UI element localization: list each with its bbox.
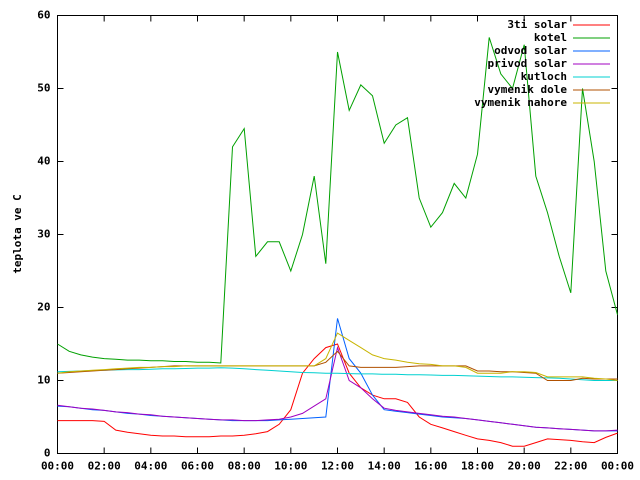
x-tick-label: 20:00 (508, 460, 541, 473)
y-tick-label: 20 (37, 301, 50, 314)
x-tick-label: 00:00 (601, 460, 634, 473)
legend-label: vymenik dole (488, 83, 568, 96)
x-tick-label: 00:00 (41, 460, 74, 473)
legend-label: kotel (534, 31, 567, 44)
x-tick-label: 18:00 (461, 460, 494, 473)
y-tick-label: 60 (37, 9, 50, 22)
y-tick-label: 30 (37, 228, 50, 241)
legend-label: kutloch (521, 70, 567, 83)
x-tick-label: 22:00 (554, 460, 587, 473)
y-tick-label: 50 (37, 82, 50, 95)
x-tick-label: 10:00 (274, 460, 307, 473)
series-line (57, 332, 618, 381)
legend-label: 3ti solar (507, 18, 567, 31)
legend-label: odvod solar (494, 44, 567, 57)
x-tick-label: 04:00 (134, 460, 167, 473)
legend-label: privod solar (488, 57, 568, 70)
series-line (57, 345, 618, 432)
x-tick-label: 06:00 (181, 460, 214, 473)
y-tick-label: 40 (37, 155, 50, 168)
x-tick-label: 08:00 (228, 460, 261, 473)
y-axis-label: teplota ve C (11, 194, 24, 273)
y-tick-label: 0 (44, 447, 51, 460)
series-line (57, 350, 618, 381)
series-line (57, 343, 618, 447)
x-tick-label: 16:00 (414, 460, 447, 473)
series-line (57, 37, 618, 364)
x-tick-label: 14:00 (368, 460, 401, 473)
x-tick-label: 02:00 (88, 460, 121, 473)
legend-label: vymenik nahore (474, 96, 567, 109)
series-line (57, 367, 618, 381)
y-tick-label: 10 (37, 374, 50, 387)
x-tick-label: 12:00 (321, 460, 354, 473)
